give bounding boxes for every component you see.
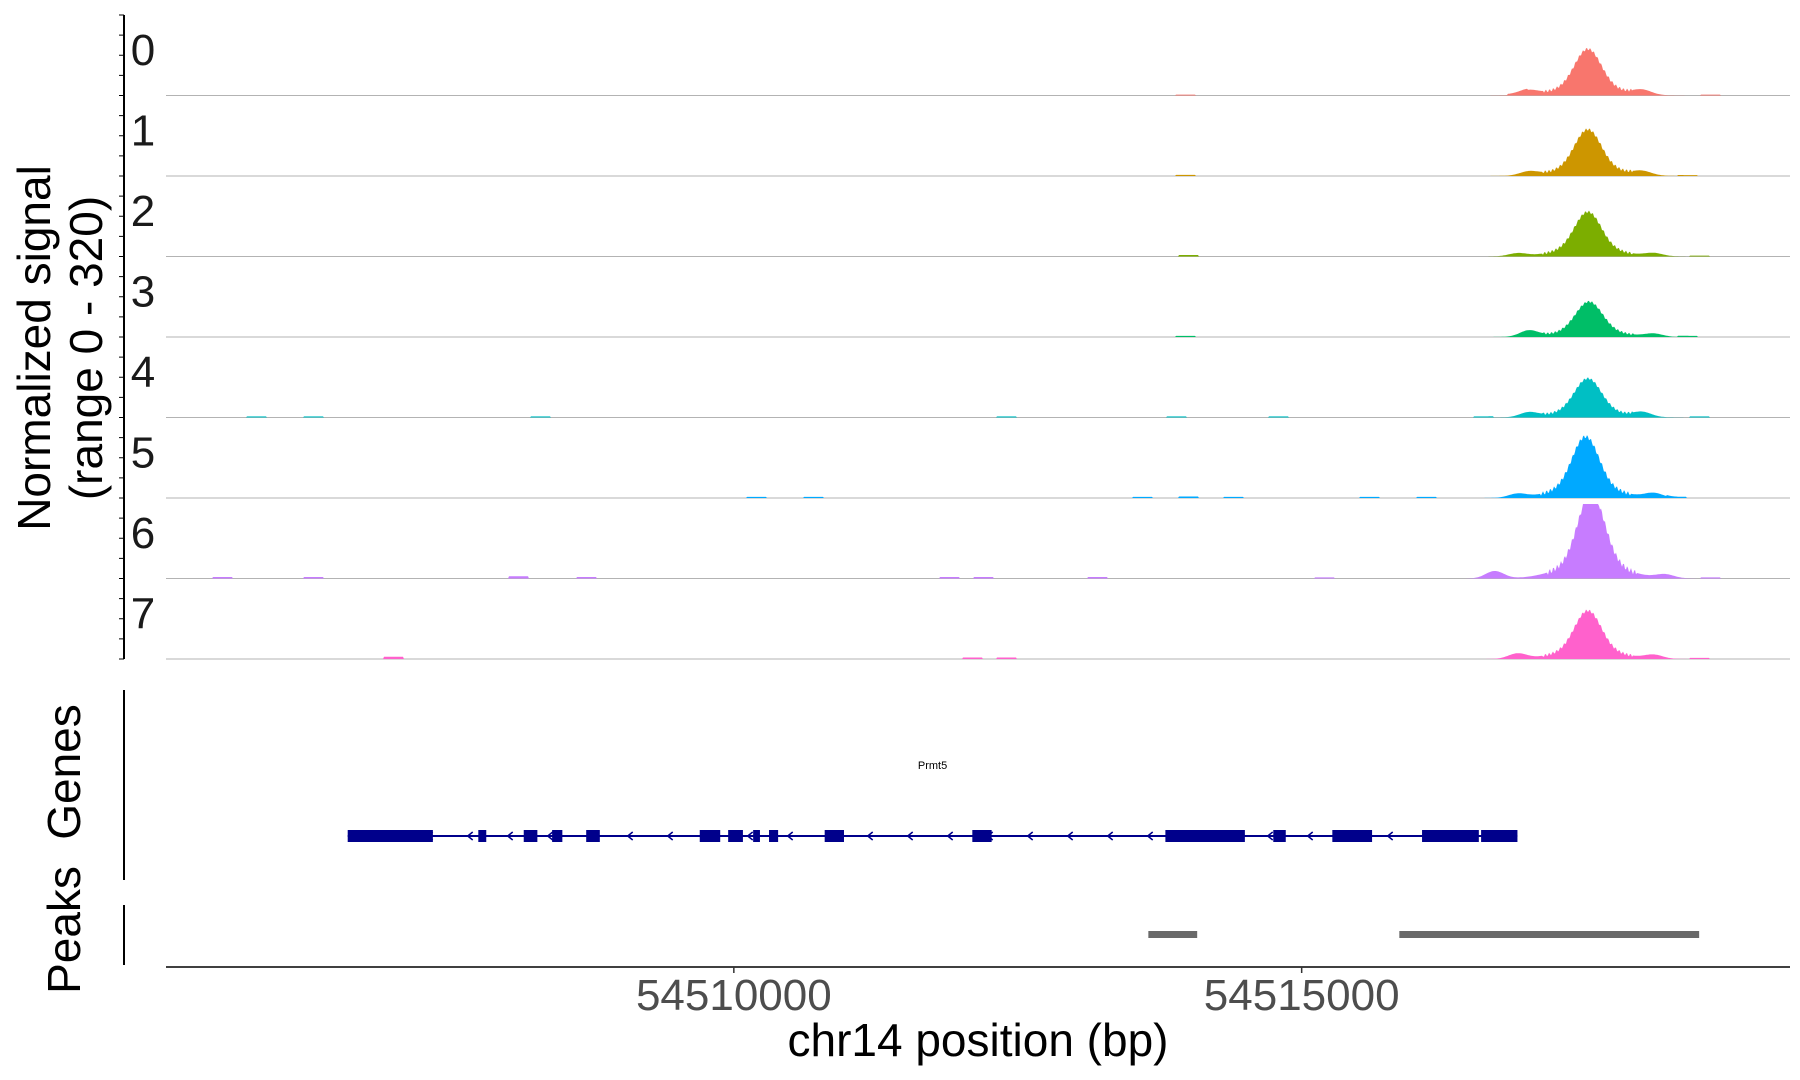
peaks-panel-label: Peaks [38,866,90,994]
gene-exon [1481,830,1484,842]
strand-arrow [1146,831,1154,841]
y-axis-title-line2: (range 0 - 320) [60,196,112,500]
coverage-area-track-0 [166,48,1790,96]
gene-exon [1165,830,1245,842]
strand-arrow [666,831,674,841]
gene-exon [552,830,563,842]
y-axis-title-line1: Normalized signal [8,165,60,531]
gene-exon [824,830,844,842]
strand-arrow [466,831,474,841]
x-axis-ticks: 54510000 54515000 [636,967,1400,1020]
gene-exon [728,830,743,842]
gene-exon [347,830,433,842]
gene-exon [753,830,760,842]
strand-arrow [1106,831,1114,841]
track-label-3: 3 [131,268,155,317]
coverage-tracks: 0 1 2 3 4 5 6 7 [131,26,1790,660]
strand-arrow [546,831,554,841]
track-label-2: 2 [131,187,155,236]
coverage-area-track-5 [166,435,1790,498]
gene-exon [1482,830,1518,842]
coverage-area-track-2 [166,210,1790,257]
strand-arrow [946,831,954,841]
strand-arrow [746,831,754,841]
track-label-7: 7 [131,590,155,639]
coverage-area-track-4 [166,377,1790,418]
peak-track [1148,931,1700,938]
track-label-6: 6 [131,509,155,558]
strand-arrow [626,831,634,841]
coverage-area-track-1 [166,128,1790,176]
strand-arrow [786,831,794,841]
strand-arrow [1026,831,1034,841]
coverage-area-track-3 [166,300,1790,337]
genes-panel-label: Genes [38,704,90,840]
x-tick-label: 54515000 [1204,971,1400,1020]
strand-arrow [506,831,514,841]
coverage-y-axis [119,14,125,660]
gene-label-Prmt5: Prmt5 [918,760,947,772]
track-label-1: 1 [131,107,155,156]
strand-arrow [866,831,874,841]
gene-track: Prmt5 [347,760,1518,842]
strand-arrow [1306,831,1314,841]
gene-exon [769,830,779,842]
peak-bar [1399,931,1700,938]
gene-exon [523,830,538,842]
track-label-5: 5 [131,429,155,478]
strand-arrow [906,831,914,841]
track-label-0: 0 [131,26,155,75]
peak-bar [1148,931,1198,938]
gene-exon [1332,830,1373,842]
coverage-area-track-7 [166,609,1790,659]
track-label-4: 4 [131,348,155,397]
x-tick-label: 54510000 [636,971,832,1020]
strand-arrow [1386,831,1394,841]
gene-exon [1422,830,1479,842]
gene-exon [699,830,721,842]
strand-arrow [1266,831,1274,841]
strand-arrow [1066,831,1074,841]
gene-exon [478,830,487,842]
coverage-area-track-6 [166,504,1790,579]
gene-exon [586,830,600,842]
gene-exon [972,830,992,842]
gene-exon [1273,830,1286,842]
x-axis-title: chr14 position (bp) [788,1014,1169,1066]
